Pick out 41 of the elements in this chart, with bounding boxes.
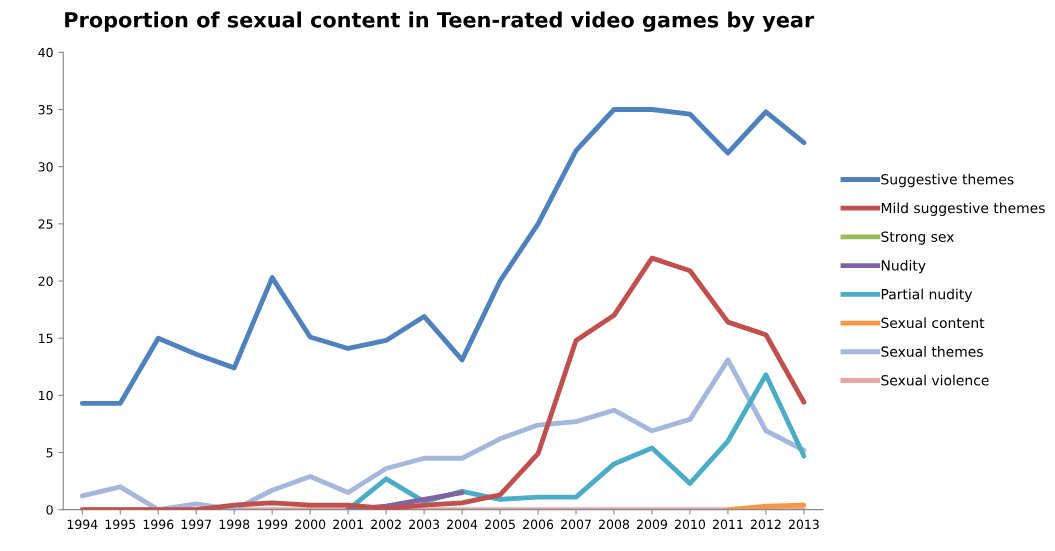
chart-title: Proportion of sexual content in Teen-rated video games by year	[65, 11, 815, 32]
x-tick-label: 2003	[409, 519, 440, 530]
x-tick-label: 2000	[295, 519, 326, 530]
line-series	[79, 107, 807, 406]
x-tick-label: 2010	[674, 519, 706, 530]
x-tick-label: 2006	[523, 519, 554, 530]
y-tick-label: 40	[38, 47, 53, 58]
line-series	[79, 357, 807, 510]
y-tick-label: 10	[39, 390, 53, 401]
x-tick-label: 2009	[637, 519, 668, 530]
legend-label: Sexual content	[881, 317, 985, 329]
y-tick-label: 15	[39, 333, 53, 344]
legend-label: Strong sex	[881, 231, 954, 245]
y-tick-label: 20	[38, 276, 53, 286]
x-tick-label: 2011	[712, 519, 743, 530]
y-tick-label: 30	[38, 162, 53, 172]
legend-label: Mild suggestive themes	[881, 202, 1045, 216]
x-tick-label: 2008	[599, 519, 630, 530]
x-tick-label: 2004	[447, 519, 478, 530]
x-tick-label: 1995	[105, 519, 136, 530]
x-tick-label: 2007	[561, 519, 591, 530]
x-tick-label: 1999	[257, 519, 288, 530]
x-tick-label: 2013	[788, 519, 819, 530]
legend-label: Sexual themes	[881, 346, 983, 357]
y-tick-label: 5	[46, 448, 53, 458]
x-tick-label: 2002	[371, 519, 401, 530]
legend-label: Sexual violence	[881, 374, 989, 386]
x-tick-label: 2001	[333, 519, 363, 530]
x-tick-label: 2012	[750, 519, 781, 530]
x-tick-label: 2005	[485, 519, 515, 530]
x-tick-label: 1997	[181, 519, 212, 530]
x-tick-label: 1994	[67, 519, 98, 530]
legend-label: Suggestive themes	[881, 173, 1014, 188]
line-series	[79, 255, 807, 510]
legend-label: Partial nudity	[881, 288, 973, 303]
y-tick-label: 0	[46, 505, 53, 515]
x-tick-label: 1998	[219, 519, 250, 530]
legend-label: Nudity	[881, 259, 926, 274]
y-tick-label: 25	[38, 219, 53, 229]
y-tick-label: 35	[38, 104, 53, 115]
x-tick-label: 1996	[143, 519, 174, 530]
